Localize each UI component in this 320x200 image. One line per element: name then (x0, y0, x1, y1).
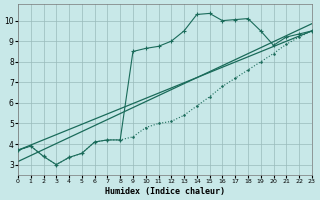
X-axis label: Humidex (Indice chaleur): Humidex (Indice chaleur) (105, 187, 225, 196)
